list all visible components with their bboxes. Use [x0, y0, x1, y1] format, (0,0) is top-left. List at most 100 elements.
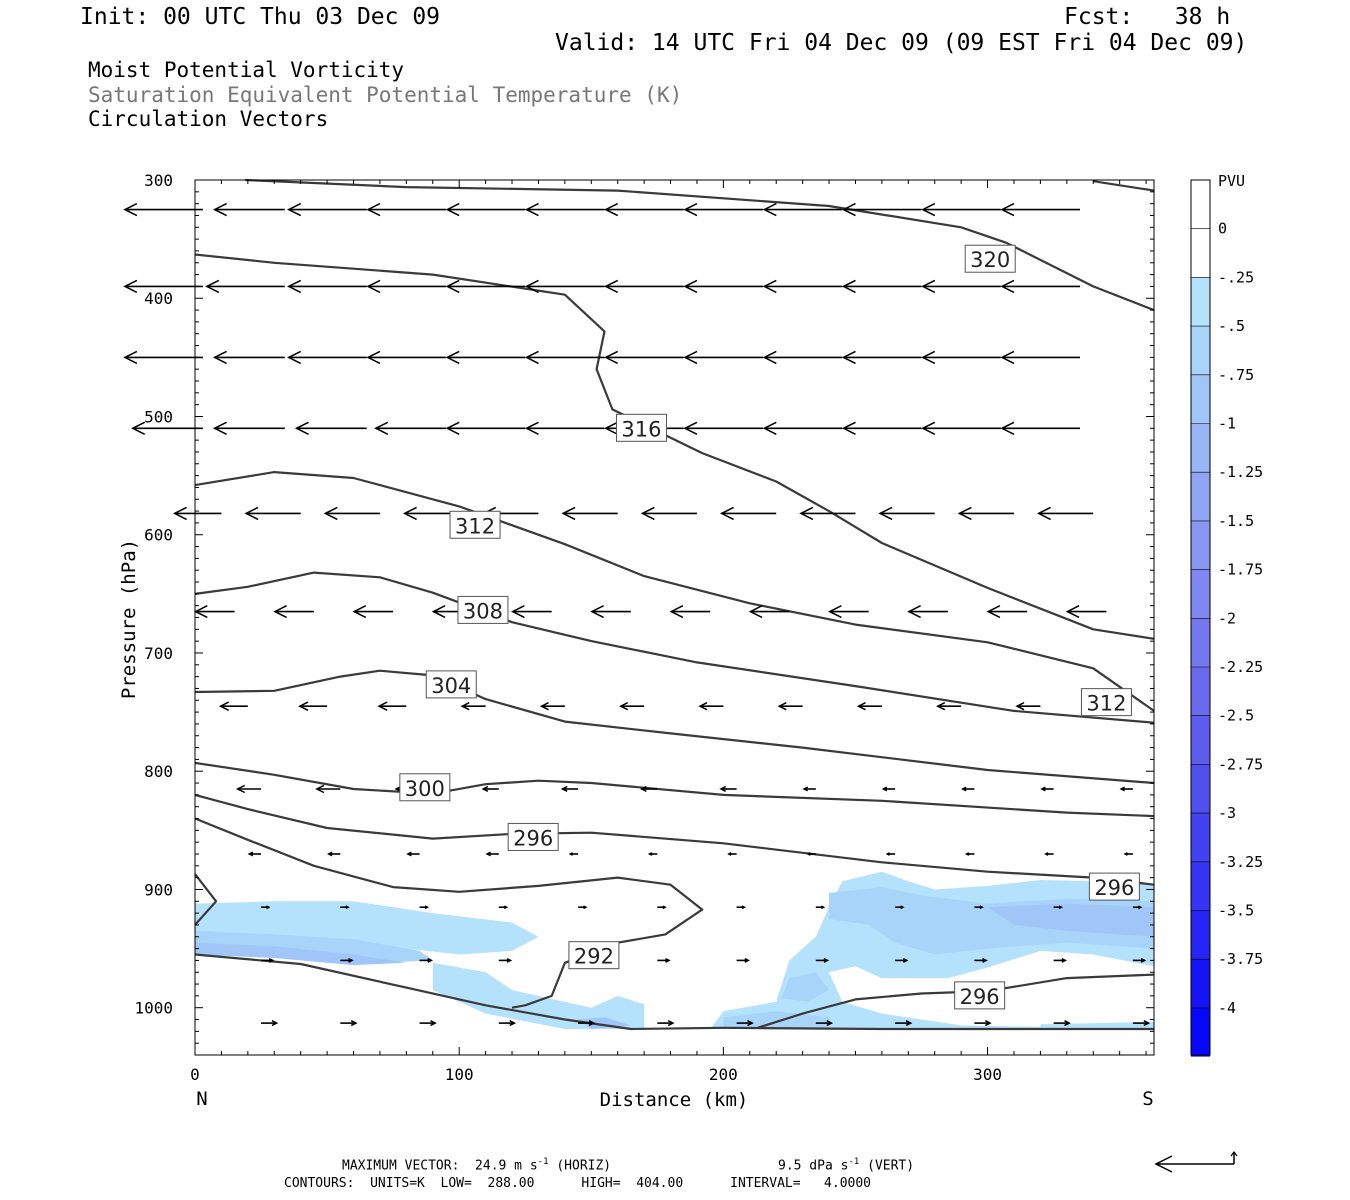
colorbar-label: -2.5	[1218, 707, 1254, 725]
vector-arrowhead	[841, 350, 856, 365]
vector-arrowhead	[640, 506, 655, 521]
colorbar-label: -1	[1218, 415, 1236, 433]
vector-arrowhead	[366, 279, 381, 294]
contour-label: 296	[960, 985, 1000, 1009]
theta-contour	[194, 953, 1154, 1031]
vector-arrowhead	[350, 1020, 358, 1027]
x-tick-label: 0	[190, 1065, 200, 1084]
vector-arrowhead	[377, 701, 388, 711]
contour-label-box	[425, 670, 477, 699]
vector-arrowhead	[961, 786, 967, 792]
colorbar-swatch	[1191, 861, 1210, 911]
vector-arrowhead	[921, 279, 936, 294]
colorbar-label: -2	[1218, 609, 1236, 627]
colorbar-label: -3.75	[1218, 950, 1263, 968]
mpv-region	[195, 930, 433, 963]
colorbar-label: -3	[1218, 804, 1236, 822]
colorbar-swatch	[1191, 569, 1210, 619]
vector-arrowhead	[1143, 1020, 1151, 1027]
contour-info: CONTOURS: UNITS=K LOW= 288.00 HIGH= 404.…	[284, 1176, 871, 1191]
theta-contour	[194, 793, 1155, 886]
x-tick-label: 100	[445, 1065, 474, 1084]
vector-arrowhead	[604, 202, 619, 217]
vector-arrowhead	[604, 279, 619, 294]
vector-arrowhead	[402, 506, 417, 521]
x-tick-label: 300	[973, 1065, 1002, 1084]
vector-arrowhead	[777, 702, 787, 711]
vector-arrowhead	[1119, 786, 1126, 792]
colorbar-label: -.5	[1218, 317, 1245, 335]
colorbar-label: -4	[1218, 999, 1236, 1017]
vector-arrowhead	[921, 350, 936, 365]
vector-arrowhead	[509, 1020, 517, 1027]
vector-arrowhead	[719, 506, 734, 521]
axis-ticks: 300 400 500 600 700 800 900 1000 0 100 200 300	[134, 171, 1154, 1084]
vector-arrowhead	[826, 1020, 834, 1027]
vector-arrowhead	[683, 350, 698, 365]
max-vector-horiz-exp: -1	[537, 1157, 549, 1167]
max-vector-note: MAXIMUM VECTOR: 24.9 m s-1 (HORIZ)	[342, 1157, 611, 1173]
vector-arrowhead	[762, 350, 777, 365]
vector-arrowhead	[298, 701, 309, 711]
colorbar-swatch	[1191, 667, 1210, 716]
colorbar: PVU 0 -.25 -.5 -.75 -1 -1.25 -1.5 -1.75 -2 -2.25 -2…	[1190, 172, 1263, 1057]
vector-arrowhead	[1000, 421, 1015, 435]
colorbar-swatch	[1191, 326, 1210, 375]
vector-arrowhead	[374, 421, 389, 435]
vector-arrowhead	[683, 202, 698, 217]
vector-arrowhead	[806, 852, 811, 856]
x-axis-title: Distance (km)	[600, 1089, 749, 1111]
vector-arrowhead	[1061, 958, 1067, 963]
colorbar-title: PVU	[1218, 172, 1245, 190]
max-vector-horiz: MAXIMUM VECTOR: 24.9 m s	[342, 1158, 538, 1174]
vector-arrowhead	[588, 1020, 596, 1027]
valid-time: Valid: 14 UTC Fri 04 Dec 09 (09 EST Fri …	[555, 30, 1248, 56]
contour-label-box	[457, 595, 509, 624]
vector-arrowhead	[348, 958, 354, 963]
colorbar-label: -2.75	[1218, 755, 1263, 773]
colorbar-swatch	[1191, 618, 1210, 667]
vector-arrowhead	[820, 905, 826, 910]
vector-arrowhead	[481, 785, 489, 792]
vector-arrowhead	[747, 1020, 754, 1027]
theta-contour	[194, 873, 218, 926]
vector-arrowhead	[352, 605, 367, 619]
vector-arrowhead	[907, 605, 921, 619]
vector-arrowhead	[294, 421, 309, 435]
vector-arrowhead	[345, 905, 350, 910]
contour-label-box	[1080, 688, 1132, 717]
vector-arrowhead	[885, 852, 890, 856]
colorbar-frame	[1190, 179, 1211, 1056]
vector-arrowhead	[823, 958, 830, 963]
vector-arrowhead	[366, 350, 381, 365]
vector-arrowhead	[511, 605, 525, 619]
colorbar-swatch	[1191, 228, 1210, 278]
vector-arrowhead	[560, 785, 568, 792]
vector-arrowhead	[212, 350, 227, 365]
vector-arrowhead	[193, 605, 208, 619]
axes: Distance (km) Pressure (hPa) N S	[118, 539, 1154, 1111]
vector-arrowhead	[235, 784, 246, 794]
y-tick-label: 400	[144, 289, 173, 308]
vector-arrowhead	[665, 958, 671, 963]
vector-arrowhead	[921, 421, 936, 435]
vector-arrowhead	[287, 202, 302, 217]
contour-label: 308	[463, 599, 503, 623]
colorbar-swatch	[1191, 910, 1210, 960]
circulation-vectors	[123, 202, 1151, 1027]
vector-arrowhead	[427, 958, 434, 963]
vector-arrowhead	[315, 784, 325, 794]
vector-arrowhead	[957, 506, 972, 521]
vector-arrowhead	[205, 279, 220, 294]
vector-arrowhead	[131, 421, 146, 435]
field-title-mpv: Moist Potential Vorticity	[88, 58, 405, 82]
colorbar-swatch	[1191, 277, 1210, 327]
colorbar-label: -2.25	[1218, 658, 1263, 676]
north-label: N	[196, 1088, 207, 1110]
vector-arrowhead	[662, 905, 667, 910]
y-tick-label: 700	[144, 644, 173, 663]
vector-arrowhead	[1058, 905, 1064, 910]
vector-arrowhead	[964, 852, 970, 856]
vector-arrowhead	[1015, 702, 1025, 711]
